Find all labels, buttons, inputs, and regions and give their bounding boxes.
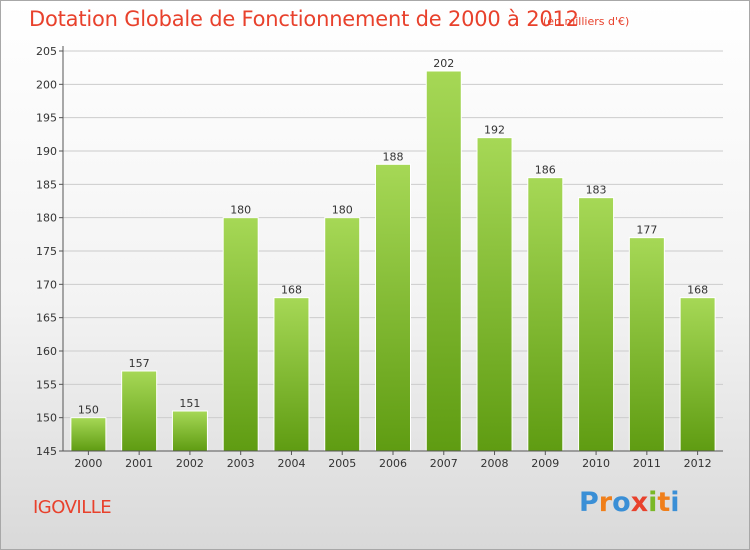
data-label: 192: [484, 124, 505, 137]
logo-letter: x: [630, 487, 649, 518]
bar-2009: [527, 177, 564, 452]
proxiti-logo: Proxiti: [579, 487, 680, 518]
y-tick-label: 160: [36, 345, 57, 358]
data-label: 180: [332, 204, 353, 217]
chart-subtitle: (en milliers d'€): [543, 15, 630, 28]
y-tick-label: 150: [36, 412, 57, 425]
bar-2010: [578, 197, 615, 452]
x-tick-label: 2009: [531, 457, 559, 470]
bar-2012: [679, 297, 716, 452]
y-tick-label: 190: [36, 145, 57, 158]
logo-letter: r: [598, 487, 613, 518]
y-tick-label: 170: [36, 278, 57, 291]
x-tick-label: 2004: [277, 457, 305, 470]
y-tick-label: 185: [36, 178, 57, 191]
data-label: 177: [636, 224, 657, 237]
data-label: 202: [433, 57, 454, 70]
y-tick-label: 180: [36, 212, 57, 225]
bar-2011: [628, 237, 665, 452]
x-tick-label: 2008: [481, 457, 509, 470]
logo-letter: P: [579, 487, 599, 518]
logo-letter: o: [612, 487, 631, 518]
y-tick-label: 145: [36, 445, 57, 458]
logo-letter: i: [670, 487, 680, 518]
logo-letter: i: [648, 487, 658, 518]
commune-name: IGOVILLE: [33, 497, 112, 518]
chart-title: Dotation Globale de Fonctionnement de 20…: [29, 7, 579, 31]
bar-2002: [171, 410, 208, 452]
bar-2007: [425, 70, 462, 452]
x-tick-label: 2005: [328, 457, 356, 470]
x-tick-label: 2007: [430, 457, 458, 470]
data-label: 151: [179, 397, 200, 410]
data-label: 157: [129, 357, 150, 370]
y-tick-label: 155: [36, 378, 57, 391]
bar-2003: [222, 217, 259, 452]
data-label: 183: [586, 184, 607, 197]
bar-2006: [375, 163, 411, 452]
data-label: 180: [230, 204, 251, 217]
y-tick-label: 175: [36, 245, 57, 258]
logo-letter: t: [657, 487, 671, 518]
x-tick-label: 2003: [227, 457, 255, 470]
bars: [70, 70, 716, 452]
bar-2001: [121, 370, 158, 452]
data-label: 168: [281, 284, 302, 297]
bar-2000: [70, 417, 107, 452]
data-label: 150: [78, 404, 99, 417]
y-tick-label: 200: [36, 78, 57, 91]
labels: 145 150 155 160 165 170 175 180 185 190 195 200 205 2…: [36, 45, 712, 470]
data-label: 188: [383, 150, 404, 163]
x-tick-label: 2002: [176, 457, 204, 470]
bar-2008: [476, 137, 513, 452]
y-tick-label: 205: [36, 45, 57, 58]
bar-2004: [273, 297, 310, 452]
data-label: 168: [687, 284, 708, 297]
y-tick-label: 195: [36, 112, 57, 125]
data-label: 186: [535, 164, 556, 177]
x-tick-label: 2010: [582, 457, 610, 470]
x-tick-label: 2000: [74, 457, 102, 470]
x-tick-label: 2001: [125, 457, 153, 470]
x-tick-label: 2006: [379, 457, 407, 470]
x-tick-label: 2011: [633, 457, 661, 470]
bar-2005: [324, 217, 361, 452]
axes: [59, 46, 723, 455]
y-tick-label: 165: [36, 312, 57, 325]
x-tick-label: 2012: [684, 457, 712, 470]
